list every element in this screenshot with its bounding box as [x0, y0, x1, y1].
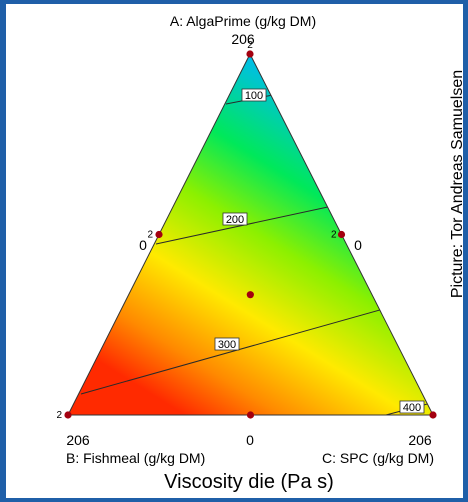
contour-label-box-400: [399, 400, 425, 414]
contour-label-box-200: [222, 212, 248, 226]
axis-b-label: B: Fishmeal (g/kg DM): [66, 450, 205, 466]
chart-title: Viscosity die (Pa s): [164, 471, 334, 493]
picture-credit: Picture: Tor Andreas Samuelsen: [448, 44, 468, 324]
design-point-7: [429, 411, 437, 419]
axis-c-label: C: SPC (g/kg DM): [322, 450, 434, 466]
axis-a-label: A: AlgaPrime (g/kg DM): [170, 13, 316, 29]
design-point-6: [246, 411, 255, 419]
ternary-plot: 100 200 300 400 2 2 2 2 A: AlgaPrime (g/kg DM)…: [56, 13, 437, 493]
picture-credit-text: Picture: Tor Andreas Samuelsen: [449, 69, 466, 299]
contour-label-200: 200: [226, 214, 244, 226]
tick-top: 206: [231, 31, 255, 47]
contour-label-100: 100: [245, 90, 263, 102]
contour-label-400: 400: [403, 402, 421, 414]
figure-panel: 100 200 300 400 2 2 2 2 A: AlgaPrime (g/kg DM)…: [6, 4, 466, 498]
response-surface-fill: [68, 54, 433, 415]
replicate-label-1: 2: [247, 40, 253, 51]
contour-line-300: [80, 303, 402, 395]
design-point-3: [337, 230, 346, 239]
contour-label-box-100: [241, 88, 267, 102]
contour-labels: 100 200 300 400: [214, 88, 425, 414]
design-point-1: [246, 50, 254, 58]
contour-label-box-300: [214, 337, 240, 351]
contour-line-200: [155, 201, 352, 245]
contour-label-300: 300: [218, 339, 236, 351]
tick-left: 206: [66, 432, 90, 448]
design-point-5: [64, 411, 72, 419]
replicate-labels: 2 2 2 2: [56, 40, 337, 421]
tick-middle: 0: [246, 432, 254, 448]
tick-left-edge-zero: 0: [139, 237, 147, 253]
replicate-label-2: 2: [147, 230, 153, 241]
replicate-label-3: 2: [331, 230, 337, 241]
replicate-label-5: 2: [56, 410, 62, 421]
design-point-4: [246, 291, 254, 299]
tick-right-edge-zero: 0: [354, 237, 362, 253]
design-point-2: [155, 230, 163, 239]
tick-right: 206: [408, 432, 432, 448]
design-points: [64, 50, 437, 419]
